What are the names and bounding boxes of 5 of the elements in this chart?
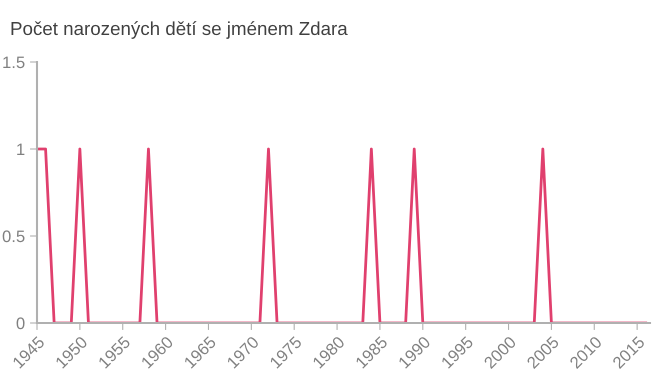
y-tick-label: 1: [17, 144, 24, 156]
chart-title: Počet narozených dětí se jménem Zdara: [12, 21, 348, 39]
y-tick-label: 0: [16, 317, 25, 330]
y-tick-label: 1.5: [3, 56, 24, 68]
y-tick-label: 0.5: [2, 230, 24, 242]
